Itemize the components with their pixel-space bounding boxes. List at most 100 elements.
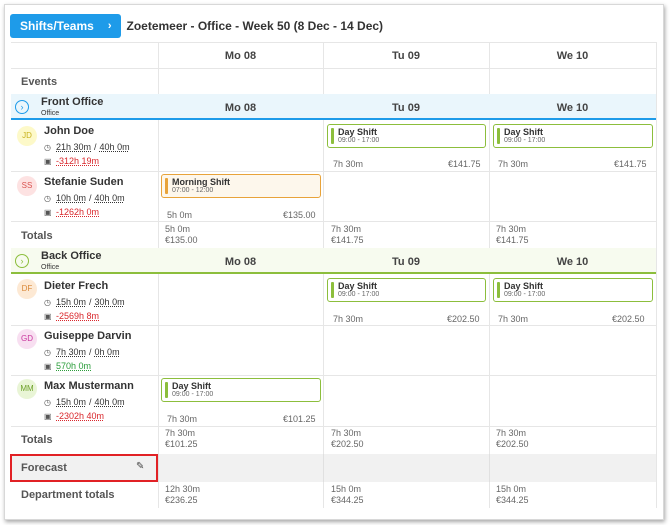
pencil-icon[interactable]: ✎: [136, 461, 145, 472]
worked-hours[interactable]: 7h 30m: [56, 347, 87, 357]
totals-cost: €202.50: [496, 439, 529, 449]
clock-icon: ◷: [44, 397, 51, 407]
avatar: JD: [17, 126, 37, 146]
totals-cost: €141.75: [331, 235, 364, 245]
worked-hours[interactable]: 15h 0m: [56, 397, 87, 407]
clock-icon: ◷: [44, 193, 51, 203]
totals-cell: 7h 30m €202.50: [331, 428, 364, 450]
avatar: MM: [17, 379, 37, 399]
employee-name[interactable]: Dieter Frech: [44, 280, 109, 292]
totals-hours: 7h 30m: [496, 224, 527, 234]
totals-label: Totals: [21, 230, 53, 242]
shift-name: Morning Shift: [172, 177, 230, 187]
department-totals-cell: 15h 0m €344.25: [331, 484, 364, 506]
employee-balance: ▣ -312h 19m: [44, 156, 99, 166]
totals-cell: 7h 30m €101.25: [165, 428, 198, 450]
worked-hours[interactable]: 21h 30m: [56, 142, 92, 152]
shift-card[interactable]: Morning Shift 07:00 - 12:00: [161, 174, 321, 198]
shifts-teams-button[interactable]: Shifts/Teams ›: [10, 14, 122, 38]
department-row-back-office: [11, 248, 656, 274]
totals-hours: 7h 30m: [496, 428, 527, 438]
shift-card[interactable]: Day Shift 09:00 - 17:00: [493, 278, 653, 302]
expand-toggle-icon[interactable]: ›: [15, 100, 29, 114]
dept-day-header: Tu 09: [392, 256, 420, 268]
employee-hours: ◷ 10h 0m/ 40h 0m: [44, 193, 125, 203]
worked-hours[interactable]: 10h 0m: [56, 193, 87, 203]
shift-time: 09:00 - 17:00: [338, 137, 380, 144]
employee-name[interactable]: Max Mustermann: [44, 380, 134, 392]
shift-time: 09:00 - 17:00: [338, 291, 380, 298]
target-hours[interactable]: 40h 0m: [94, 397, 125, 407]
shift-card[interactable]: Day Shift 09:00 - 17:00: [327, 278, 486, 302]
shift-card[interactable]: Day Shift 09:00 - 17:00: [161, 378, 321, 402]
target-hours[interactable]: 30h 0m: [94, 297, 125, 307]
worked-hours[interactable]: 15h 0m: [56, 297, 87, 307]
cell-hours: 7h 30m: [333, 159, 364, 169]
employee-name[interactable]: Guiseppe Darvin: [44, 330, 132, 342]
employee-name[interactable]: Stefanie Suden: [44, 176, 124, 188]
cell-cost: €101.25: [283, 414, 316, 424]
balance-icon: ▣: [44, 411, 52, 421]
shift-name: Day Shift: [504, 281, 544, 291]
highlight-box: [10, 454, 158, 482]
week-title: Zoetemeer - Office - Week 50 (8 Dec - 14…: [126, 19, 384, 33]
dept-day-header: We 10: [556, 256, 589, 268]
totals-cost: €135.00: [165, 235, 198, 245]
totals-cost: €101.25: [165, 439, 198, 449]
target-hours[interactable]: 0h 0m: [94, 347, 120, 357]
employee-balance: ▣ -2569h 8m: [44, 311, 99, 321]
forecast-row: [11, 454, 656, 482]
balance-icon: ▣: [44, 207, 52, 217]
chevron-right-icon: ›: [107, 20, 112, 32]
cell-cost: €141.75: [448, 159, 481, 169]
dept-day-header: Mo 08: [224, 256, 257, 268]
cell-hours: 7h 30m: [498, 159, 529, 169]
totals-cell: 7h 30m €141.75: [496, 224, 529, 246]
target-hours[interactable]: 40h 0m: [94, 193, 125, 203]
employee-balance: ▣ 570h 0m: [44, 361, 91, 371]
expand-toggle-icon[interactable]: ›: [15, 254, 29, 268]
clock-icon: ◷: [44, 297, 51, 307]
employee-hours: ◷ 15h 0m/ 40h 0m: [44, 397, 125, 407]
department-totals-cell: 12h 30m €236.25: [165, 484, 200, 506]
totals-hours: 7h 30m: [331, 224, 362, 234]
cell-cost: €141.75: [614, 159, 647, 169]
balance-value[interactable]: -2569h 8m: [56, 311, 100, 321]
totals-hours: 7h 30m: [165, 428, 196, 438]
cell-cost: €135.00: [283, 210, 316, 220]
balance-value[interactable]: 570h 0m: [56, 361, 92, 371]
department-sub: Office: [41, 110, 60, 117]
totals-cost: €344.25: [331, 495, 364, 505]
day-header-tu: Tu 09: [392, 50, 420, 62]
clock-icon: ◷: [44, 142, 51, 152]
day-header-we: We 10: [556, 50, 589, 62]
dept-day-header: We 10: [556, 102, 589, 114]
dept-day-header: Mo 08: [224, 102, 257, 114]
department-row-front-office: [11, 94, 656, 120]
totals-label: Totals: [21, 434, 53, 446]
totals-hours: 5h 0m: [165, 224, 191, 234]
balance-value[interactable]: -1262h 0m: [56, 207, 100, 217]
events-label: Events: [21, 76, 58, 88]
department-name: Front Office: [41, 96, 104, 108]
totals-cell: 5h 0m €135.00: [165, 224, 198, 246]
target-hours[interactable]: 40h 0m: [99, 142, 130, 152]
totals-cell: 7h 30m €202.50: [496, 428, 529, 450]
balance-value[interactable]: -2302h 40m: [56, 411, 105, 421]
shift-card[interactable]: Day Shift 09:00 - 17:00: [493, 124, 653, 148]
shift-time: 09:00 - 17:00: [504, 137, 546, 144]
cell-hours: 7h 30m: [167, 414, 198, 424]
avatar: GD: [17, 329, 37, 349]
shift-card[interactable]: Day Shift 09:00 - 17:00: [327, 124, 486, 148]
balance-value[interactable]: -312h 19m: [56, 156, 100, 166]
top-bar: Shifts/Teams › Zoetemeer - Office - Week…: [10, 14, 383, 38]
totals-hours: 7h 30m: [331, 428, 362, 438]
employee-name[interactable]: John Doe: [44, 125, 95, 137]
cell-cost: €202.50: [447, 314, 480, 324]
cell-hours: 7h 30m: [333, 314, 364, 324]
day-header-mo: Mo 08: [224, 50, 257, 62]
cell-cost: €202.50: [612, 314, 645, 324]
avatar: DF: [17, 279, 37, 299]
employee-hours: ◷ 15h 0m/ 30h 0m: [44, 297, 125, 307]
totals-cost: €344.25: [496, 495, 529, 505]
